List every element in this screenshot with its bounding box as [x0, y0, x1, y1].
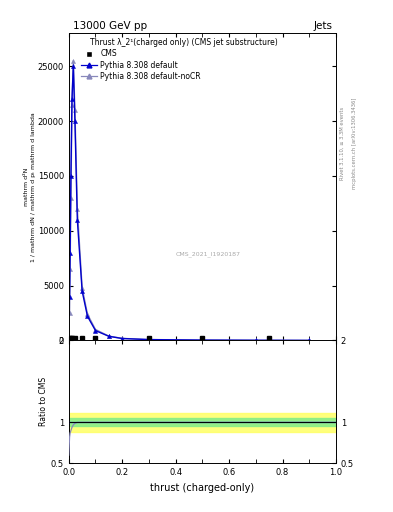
- Y-axis label: mathrm d²N
1 / mathrm dN / mathrm d pₜ mathrm d lambda: mathrm d²N 1 / mathrm dN / mathrm d pₜ m…: [24, 112, 36, 262]
- Text: mcplots.cern.ch [arXiv:1306.3436]: mcplots.cern.ch [arXiv:1306.3436]: [352, 98, 357, 189]
- Legend: CMS, Pythia 8.308 default, Pythia 8.308 default-noCR: CMS, Pythia 8.308 default, Pythia 8.308 …: [81, 49, 201, 81]
- Text: CMS_2021_I1920187: CMS_2021_I1920187: [175, 251, 240, 258]
- Text: Thrust λ_2¹(charged only) (CMS jet substructure): Thrust λ_2¹(charged only) (CMS jet subst…: [90, 38, 278, 47]
- X-axis label: thrust (charged-only): thrust (charged-only): [151, 483, 254, 493]
- Text: Rivet 3.1.10, ≥ 3.3M events: Rivet 3.1.10, ≥ 3.3M events: [340, 106, 345, 180]
- Text: Jets: Jets: [313, 20, 332, 31]
- Text: 13000 GeV pp: 13000 GeV pp: [73, 20, 147, 31]
- Y-axis label: Ratio to CMS: Ratio to CMS: [39, 377, 48, 426]
